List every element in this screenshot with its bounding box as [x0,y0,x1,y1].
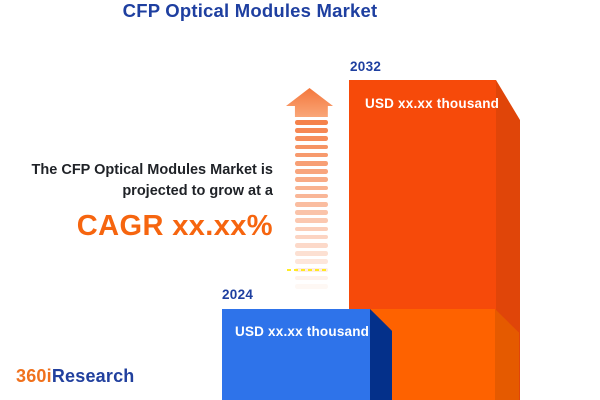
logo-part-360i: 360i [16,366,52,386]
arrow-stripe [295,284,328,289]
bar-2024 [222,309,370,400]
arrow-stripe [295,210,328,215]
bar-year-label-2024: 2024 [222,287,254,302]
arrow-stripe [295,226,328,232]
arrow-stripe [295,218,328,223]
annotation-text: The CFP Optical Modules Market is projec… [32,160,273,247]
bar-year-label-2032: 2032 [350,59,382,74]
arrow-stripe [295,193,328,199]
arrow-stripe [295,259,328,264]
page-title: CFP Optical Modules Market [122,0,378,21]
arrow-stripe [295,128,328,133]
arrow-stripe [295,234,328,240]
arrow-stripe [295,251,328,256]
arrow-stripe [295,202,328,207]
cagr-value: CAGR xx.xx% [76,210,273,243]
annotation-line-2: projected to grow at a [122,182,273,199]
growth-arrow-stripes [295,120,328,294]
arrow-stripe [295,136,328,141]
annotation-line-1: The CFP Optical Modules Market is [31,162,273,178]
arrow-stripe [295,243,328,248]
bar-value-label-2024: USD xx.xx thousand [235,324,370,339]
logo: 360iResearch [16,366,135,387]
arrow-stripe [295,185,328,191]
arrow-stripe [295,275,328,281]
arrow-stripe [295,161,328,166]
arrow-stripe [295,152,328,158]
arrow-stripe [295,169,328,174]
bar-2024-side-face [370,309,392,400]
arrow-stripe [295,177,328,182]
arrow-stripe [295,120,328,125]
arrow-stripe [295,144,328,150]
yellow-dashed-line [287,269,328,271]
logo-part-research: Research [51,366,135,386]
bar-value-label-2032: USD xx.xx thousand [365,96,500,111]
growth-arrow-up-icon [286,88,333,117]
